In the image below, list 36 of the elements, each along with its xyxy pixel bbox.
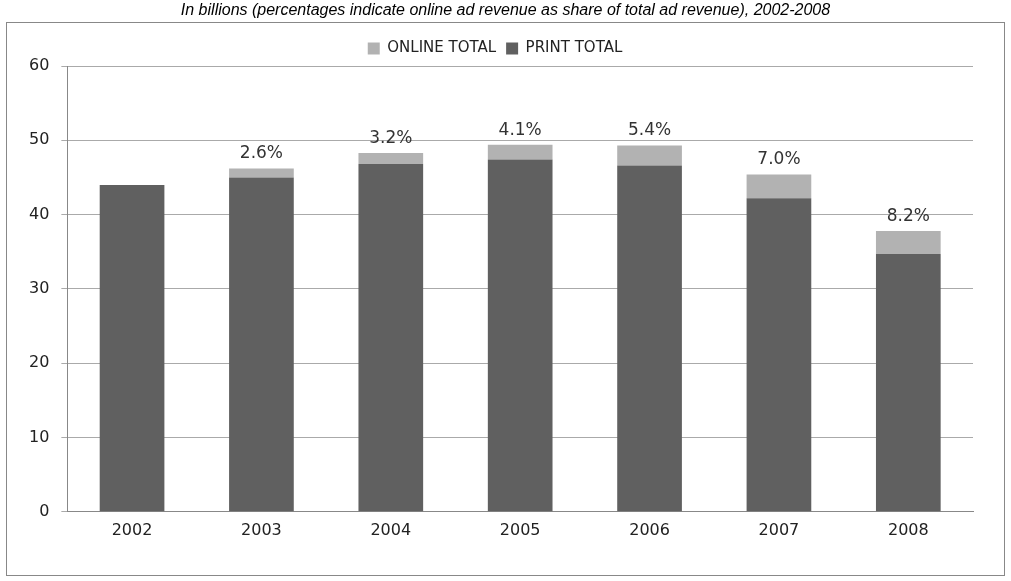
bar (617, 165, 682, 512)
annotation: 5.4% (627, 119, 672, 140)
y-tick-label: 0 (39, 500, 50, 520)
bar (229, 177, 294, 512)
y-tick-label: 10 (29, 426, 50, 446)
bar (358, 152, 424, 165)
annotation: 4.1% (498, 118, 542, 139)
y-tick-label: 60 (29, 55, 50, 75)
legend-label: PRINT TOTAL (525, 38, 623, 57)
bar (746, 174, 812, 199)
x-tick-label: 2008 (887, 519, 929, 539)
bar (875, 230, 941, 254)
bar (617, 145, 682, 166)
x-tick-label: 2002 (111, 519, 153, 539)
y-tick-label: 30 (29, 278, 50, 298)
y-tick-label: 20 (29, 352, 50, 372)
chart-title: In billions (percentages indicate online ad revenue as share of total ad revenue), 2002-2008 (179, 0, 832, 20)
bar (487, 159, 553, 512)
x-tick-label: 2004 (370, 519, 412, 539)
bar (229, 168, 294, 178)
legend-label: ONLINE TOTAL (387, 38, 497, 57)
bar (487, 144, 553, 160)
bar (358, 164, 424, 512)
annotation: 3.2% (369, 126, 413, 147)
bar (99, 184, 165, 512)
bar (746, 198, 812, 512)
annotation: 8.2% (886, 204, 930, 225)
y-tick-label: 40 (29, 203, 50, 223)
x-tick-label: 2005 (499, 519, 541, 539)
annotation: 2.6% (239, 142, 284, 163)
x-tick-label: 2003 (241, 519, 282, 539)
x-tick-label: 2006 (629, 519, 670, 539)
annotation: 7.0% (757, 148, 801, 169)
y-tick-label: 50 (29, 129, 50, 149)
bar (875, 253, 941, 512)
x-tick-label: 2007 (758, 519, 800, 539)
